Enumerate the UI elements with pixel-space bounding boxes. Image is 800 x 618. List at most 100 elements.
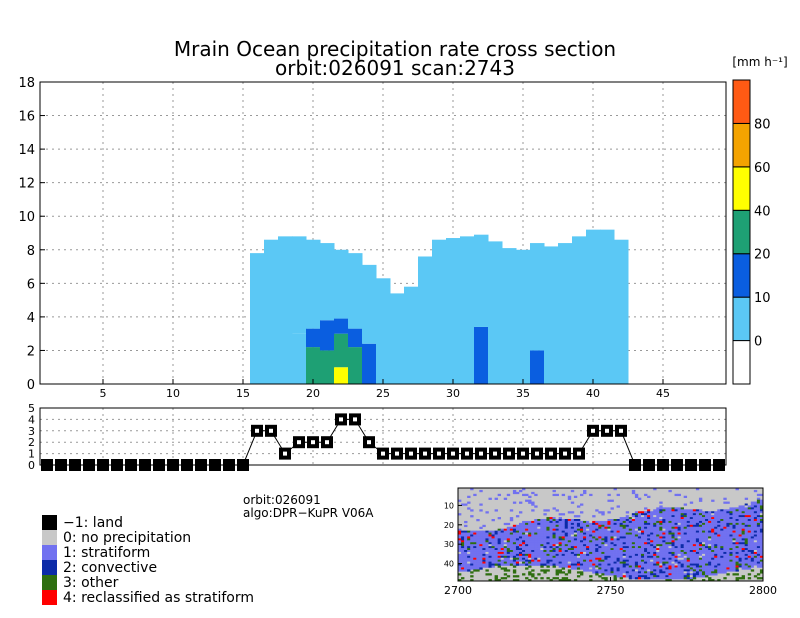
swath-cell [473, 536, 477, 539]
swath-cell [461, 565, 465, 568]
swath-cell [500, 555, 505, 559]
swath-cell [662, 569, 666, 572]
swath-cell [753, 489, 758, 493]
swath-cell [570, 501, 575, 504]
swath-cell [619, 517, 623, 520]
swath-cell [647, 534, 651, 537]
swath-cell [616, 505, 620, 508]
swath-cell [619, 528, 623, 531]
swath-cell [668, 532, 672, 535]
swath-cell [482, 536, 486, 539]
swath-cell [637, 548, 642, 551]
swath-cell [546, 563, 550, 566]
swath-cell [491, 538, 495, 541]
swath-cell [759, 530, 764, 533]
type-marker-dot [353, 417, 357, 422]
swath-cell [711, 569, 715, 572]
swath-cell [634, 548, 639, 551]
swath-cell [705, 565, 709, 568]
swath-cell [741, 550, 745, 553]
swath-cell [512, 491, 517, 495]
swath-cell [607, 559, 611, 562]
swath-cell [613, 571, 617, 574]
swath-cell [744, 505, 749, 508]
swath-cell [467, 546, 471, 549]
swath-cell [695, 515, 700, 518]
swath-cell [674, 567, 678, 570]
swath-cell [656, 571, 660, 574]
swath-cell [552, 563, 556, 566]
swath-cell [644, 522, 648, 526]
swath-cell [720, 542, 724, 545]
swath-cell [702, 540, 706, 543]
plot-frame [39, 81, 727, 385]
swath-cell [601, 532, 605, 535]
swath-cell [567, 532, 572, 535]
swath-cell [689, 567, 694, 570]
swath-cell [741, 553, 745, 557]
swath-cell [567, 528, 572, 531]
swath-cell [735, 488, 739, 491]
swath-cell [515, 544, 520, 547]
swath-cell [656, 507, 660, 510]
swath-cell [674, 536, 678, 539]
swath-cell [668, 546, 672, 549]
type-plot-frame [39, 407, 727, 466]
swath-cell [665, 571, 669, 574]
swath-cell [677, 520, 681, 524]
swath-cell [741, 507, 745, 510]
swath-cell [512, 575, 517, 578]
swath-cell [744, 528, 749, 531]
swath-cell [580, 553, 584, 557]
swath-cell [619, 522, 623, 526]
swath-cell [647, 513, 651, 516]
swath-cell [610, 565, 614, 568]
swath-cell [686, 528, 691, 531]
swath-cell [705, 573, 709, 576]
swath-cell [689, 542, 694, 545]
swath-cell [601, 557, 605, 560]
swath-cell [686, 532, 691, 535]
swath-cell [570, 565, 575, 568]
swath-cell [702, 530, 706, 533]
swath-cell [711, 546, 715, 549]
swath-cell [692, 544, 697, 547]
swath-cell [756, 540, 761, 543]
swath-cell [641, 561, 645, 564]
swath-cell [476, 569, 480, 572]
swath-cell [723, 565, 727, 568]
swath-cell [555, 553, 559, 557]
swath-cell [488, 557, 492, 560]
swath-cell [717, 528, 721, 531]
swath-cell [570, 528, 575, 531]
swath-cell [622, 567, 627, 570]
swath-cell [695, 532, 700, 535]
swath-cell [653, 565, 657, 568]
swath-cell [756, 532, 761, 535]
swath-cell [647, 561, 651, 564]
swath-cell [467, 501, 471, 504]
swath-cell [515, 561, 520, 564]
swath-cell [671, 538, 675, 541]
swath-cell [580, 551, 584, 555]
swath-cell [610, 555, 614, 559]
swath-cell [650, 526, 654, 529]
swath-cell [473, 493, 477, 497]
swath-cell [497, 544, 501, 547]
swath-cell [756, 505, 761, 508]
swath-cell [714, 542, 718, 545]
type-marker-dot [521, 451, 525, 456]
swath-cell [637, 538, 642, 541]
swath-cell [735, 551, 739, 555]
swath-cell [720, 511, 724, 514]
swath-cell [567, 550, 572, 553]
chart-subtitle: orbit:026091 scan:2743 [275, 56, 515, 80]
swath-cell [671, 532, 675, 535]
swath-cell [531, 538, 535, 541]
swath-cell [598, 561, 602, 564]
swath-cell [634, 577, 639, 580]
swath-cell [698, 520, 703, 524]
swath-cell [458, 544, 462, 547]
swath-cell [747, 519, 752, 522]
swath-cell [702, 524, 706, 528]
